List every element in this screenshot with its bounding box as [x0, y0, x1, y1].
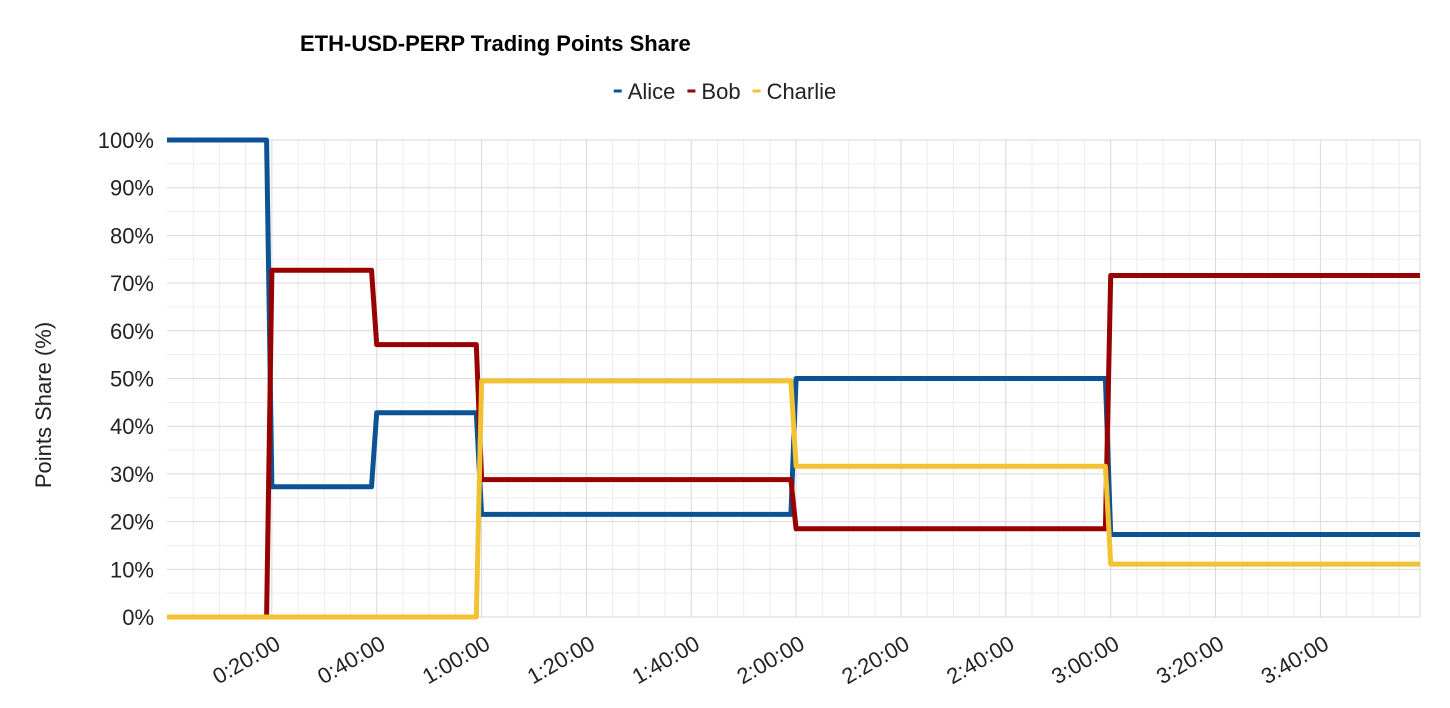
- y-tick-label: 60%: [110, 319, 154, 344]
- legend-label-alice: Alice: [628, 79, 676, 104]
- y-tick-label: 80%: [110, 223, 154, 248]
- y-tick-label: 70%: [110, 271, 154, 296]
- y-tick-label: 30%: [110, 462, 154, 487]
- chart-title: ETH-USD-PERP Trading Points Share: [300, 31, 691, 56]
- y-tick-label: 100%: [98, 128, 154, 153]
- y-axis-tick-labels: 0% 10% 20% 30% 40% 50% 60% 70% 80% 90% 100%: [98, 128, 154, 630]
- legend-label-charlie: Charlie: [767, 79, 837, 104]
- y-tick-label: 10%: [110, 557, 154, 582]
- legend: Alice Bob Charlie: [613, 79, 837, 104]
- y-axis-label: Points Share (%): [31, 322, 56, 488]
- y-tick-label: 90%: [110, 176, 154, 201]
- series-line-charlie: [167, 378, 1420, 620]
- y-tick-label: 20%: [110, 510, 154, 535]
- y-tick-label: 40%: [110, 414, 154, 439]
- y-tick-label: 0%: [122, 605, 154, 630]
- series-lines: [167, 137, 1420, 620]
- gridlines: [167, 139, 1421, 618]
- y-tick-label: 50%: [110, 367, 154, 392]
- legend-label-bob: Bob: [701, 79, 740, 104]
